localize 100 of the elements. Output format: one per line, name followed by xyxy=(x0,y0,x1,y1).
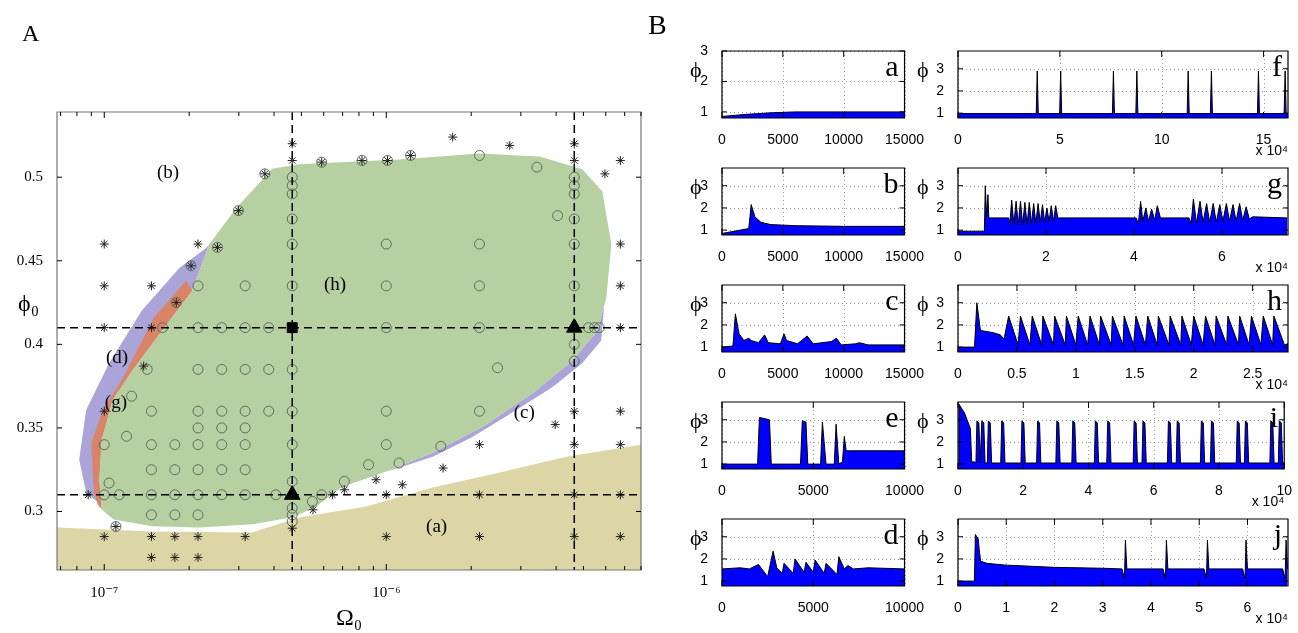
x-tick-label: 6 xyxy=(1218,248,1227,265)
y-axis-title: ϕ xyxy=(917,407,929,433)
x-tick-label: 10⁻⁷ xyxy=(90,583,119,600)
y-tick-label: 2 xyxy=(936,81,945,98)
x-tick-label: 3 xyxy=(1098,599,1107,616)
y-tick-label: 3 xyxy=(936,293,945,310)
y-tick-label: 0.5 xyxy=(24,168,43,185)
y-tick-label: 2 xyxy=(936,549,945,566)
chart-title: A xyxy=(22,20,40,47)
x-tick-label: 0 xyxy=(954,365,963,382)
x-tick-label: 5000 xyxy=(767,248,799,265)
y-tick-label: 2 xyxy=(700,72,709,89)
y-tick-label: 0.3 xyxy=(24,502,43,519)
x-tick-label: 5 xyxy=(1055,131,1064,148)
y-axis-title: ϕ xyxy=(917,290,929,316)
y-axis-title: ϕ xyxy=(690,407,702,433)
x-tick-label: 0 xyxy=(718,365,727,382)
y-axis-title: ϕ xyxy=(690,524,702,550)
y-axis-title: ϕ xyxy=(917,56,929,82)
y-tick-label: 1 xyxy=(936,571,945,588)
x-tick-label: 0 xyxy=(718,248,727,265)
annotation: (h) xyxy=(323,273,347,296)
x-tick-label: 0.5 xyxy=(1007,365,1027,382)
x-tick-label: 0 xyxy=(954,248,963,265)
x-tick-label: 4 xyxy=(1130,248,1139,265)
x-tick-label: 5000 xyxy=(767,131,799,148)
y-tick-label: 3 xyxy=(700,41,709,58)
y-tick-label: 1 xyxy=(700,102,709,119)
chart-title: e xyxy=(885,399,899,433)
x-tick-label: 0 xyxy=(718,599,727,616)
y-tick-label: 1 xyxy=(936,454,945,471)
y-tick-label: 0.4 xyxy=(24,335,44,352)
chart-title: b xyxy=(883,165,899,199)
x-tick-label: 2 xyxy=(1189,365,1198,382)
chart-title: g xyxy=(1267,165,1282,199)
x-tick-label: 2 xyxy=(1042,248,1051,265)
y-tick-label: 2 xyxy=(936,198,945,215)
x-tick-label: 10000 xyxy=(885,482,925,499)
x-tick-label: 2 xyxy=(1050,599,1059,616)
chart-title: f xyxy=(1272,48,1282,82)
x-tick-label: 5000 xyxy=(767,365,799,382)
x-tick-label: 5 xyxy=(1195,599,1204,616)
y-tick-label: 3 xyxy=(700,176,709,193)
x-tick-label: 6 xyxy=(1243,599,1252,616)
x-tick-label: 8 xyxy=(1215,482,1224,499)
x-tick-label: 4 xyxy=(1147,599,1156,616)
y-axis-title: ϕ xyxy=(690,173,702,199)
chart-title: j xyxy=(1272,516,1282,550)
y-tick-label: 1 xyxy=(700,571,709,588)
x-tick-label: 1.5 xyxy=(1125,365,1145,382)
text: x 10⁴ xyxy=(1255,609,1288,626)
y-tick-label: 3 xyxy=(936,527,945,544)
chart-title: c xyxy=(885,282,899,316)
x-tick-label: 10000 xyxy=(824,248,864,265)
x-tick-label: 0 xyxy=(718,131,727,148)
x-tick-label: 0 xyxy=(954,599,963,616)
y-tick-label: 3 xyxy=(700,410,709,427)
x-tick-label: 2 xyxy=(1019,482,1028,499)
y-tick-label: 2 xyxy=(700,432,709,449)
x-tick-label: 15000 xyxy=(885,365,925,382)
y-tick-label: 3 xyxy=(936,410,945,427)
y-axis-title: ϕ₀ xyxy=(18,289,39,316)
y-tick-label: 3 xyxy=(936,176,945,193)
y-tick-label: 3 xyxy=(936,59,945,76)
x-axis-title: Ω₀ xyxy=(335,603,363,630)
y-tick-label: 2 xyxy=(936,432,945,449)
x-tick-label: 10⁻⁶ xyxy=(372,583,401,600)
annotation: (g) xyxy=(104,390,127,413)
y-tick-label: 2 xyxy=(700,549,709,566)
x-tick-label: 5000 xyxy=(797,482,830,499)
chart-title: a xyxy=(885,48,899,82)
y-tick-label: 1 xyxy=(936,337,945,354)
y-tick-label: 0.45 xyxy=(16,251,43,268)
y-tick-label: 3 xyxy=(700,527,709,544)
text: B xyxy=(648,9,667,41)
x-tick-label: 10000 xyxy=(824,365,864,382)
x-tick-label: 15000 xyxy=(885,131,925,148)
chart-title: h xyxy=(1267,282,1282,316)
y-tick-label: 1 xyxy=(936,103,945,120)
chart-title: d xyxy=(883,516,899,550)
x-tick-label: 0 xyxy=(954,482,963,499)
y-axis-title: ϕ xyxy=(690,56,702,82)
x-tick-label: 1 xyxy=(1002,599,1011,616)
x-tick-label: 10000 xyxy=(885,599,925,616)
y-tick-label: 3 xyxy=(700,293,709,310)
x-tick-label: 4 xyxy=(1084,482,1093,499)
text: x 10⁴ xyxy=(1255,258,1288,275)
y-axis-title: ϕ xyxy=(690,290,702,316)
chart-title: i xyxy=(1269,399,1279,433)
x-tick-label: 5000 xyxy=(797,599,830,616)
y-tick-label: 0.35 xyxy=(16,418,43,435)
x-tick-label: 15000 xyxy=(885,248,925,265)
x-tick-label: 10000 xyxy=(824,131,864,148)
y-tick-label: 1 xyxy=(700,220,709,237)
annotation: (c) xyxy=(513,400,535,423)
x-tick-label: 0 xyxy=(718,482,727,499)
y-axis-title: ϕ xyxy=(917,524,929,550)
x-tick-label: 0 xyxy=(954,131,963,148)
y-tick-label: 1 xyxy=(700,454,709,471)
x-tick-label: 6 xyxy=(1149,482,1158,499)
